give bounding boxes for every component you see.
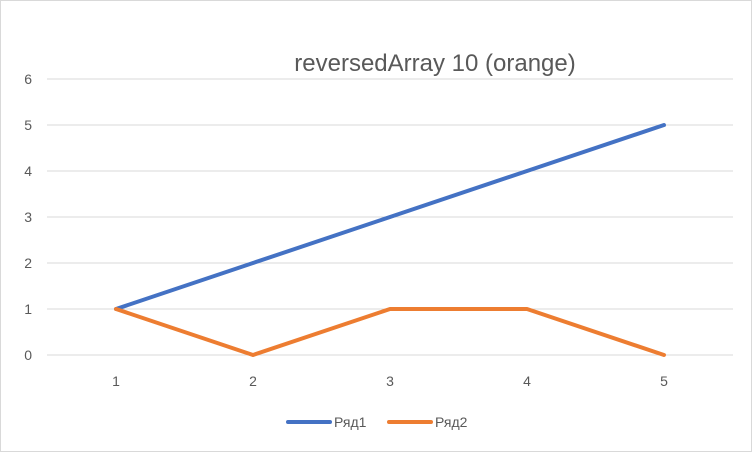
series-line-2: [114, 307, 666, 357]
y-tick-label: 1: [24, 301, 32, 317]
grid-lines: [47, 78, 733, 356]
x-tick-label: 4: [523, 373, 531, 389]
y-tick-label: 5: [24, 117, 32, 133]
y-tick-label: 3: [24, 209, 32, 225]
legend: Ряд1 Ряд2: [286, 414, 468, 430]
series-line-1: [114, 123, 666, 311]
legend-label-1: Ряд1: [334, 414, 367, 430]
series-lines: [114, 123, 666, 357]
x-axis-tick-labels: 1 2 3 4 5: [112, 373, 668, 389]
legend-label-2: Ряд2: [435, 414, 468, 430]
y-tick-label: 6: [24, 71, 32, 87]
y-tick-label: 0: [24, 347, 32, 363]
y-tick-label: 4: [24, 163, 32, 179]
y-tick-label: 2: [24, 255, 32, 271]
x-tick-label: 3: [386, 373, 394, 389]
x-tick-label: 1: [112, 373, 120, 389]
chart-title: reversedArray 10 (orange): [294, 50, 575, 77]
x-tick-label: 2: [249, 373, 257, 389]
y-axis-tick-labels: 0 1 2 3 4 5 6: [24, 71, 32, 363]
x-tick-label: 5: [660, 373, 668, 389]
